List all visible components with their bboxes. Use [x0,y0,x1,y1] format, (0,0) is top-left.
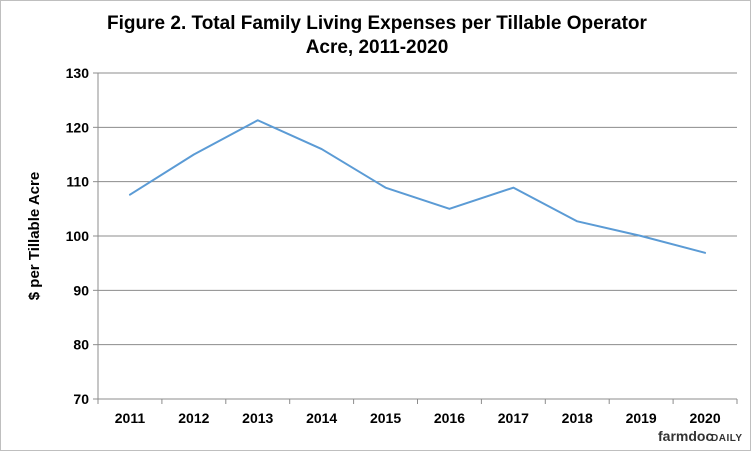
axes [93,72,738,404]
gridlines [98,72,737,346]
chart-title-line-2: Acre, 2011-2020 [306,37,449,58]
x-tick-label-2012: 2012 [178,410,209,426]
y-tick-label-130: 130 [66,65,90,81]
chart-title-line-1: Figure 2. Total Family Living Expenses p… [107,13,647,34]
y-tick-label-90: 90 [73,282,89,298]
x-tick-label-2019: 2019 [626,410,657,426]
y-tick-labels: 70 80 90 100 110 120 130 [66,65,90,407]
x-tick-label-2015: 2015 [370,410,401,426]
x-tick-label-2016: 2016 [434,410,465,426]
y-tick-label-70: 70 [73,391,89,407]
series [128,119,707,254]
chart-title: Figure 2. Total Family Living Expenses p… [107,13,647,58]
x-tick-labels: 2011 2012 2013 2014 2015 2016 2017 2018 2019 2020 [115,410,721,426]
x-tick-label-2018: 2018 [562,410,593,426]
y-tick-label-100: 100 [66,228,90,244]
x-tick-label-2020: 2020 [689,410,720,426]
y-tick-label-120: 120 [66,119,90,135]
y-tick-label-80: 80 [73,337,89,353]
series-line-0 [128,119,707,254]
x-tick-label-2011: 2011 [115,410,146,426]
y-tick-label-110: 110 [66,174,89,190]
farmdoc-daily-logo: farmdoc DAILY [658,428,743,444]
x-tick-label-2017: 2017 [498,410,529,426]
brand-suffix: DAILY [711,433,743,444]
x-tick-label-2014: 2014 [306,410,337,426]
brand-name: farmdoc [658,428,713,444]
x-tick-label-2013: 2013 [242,410,273,426]
y-axis-label: $ per Tillable Acre [26,172,43,300]
